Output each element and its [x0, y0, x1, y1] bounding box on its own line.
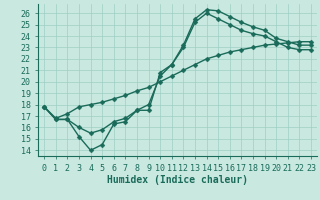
- X-axis label: Humidex (Indice chaleur): Humidex (Indice chaleur): [107, 175, 248, 185]
